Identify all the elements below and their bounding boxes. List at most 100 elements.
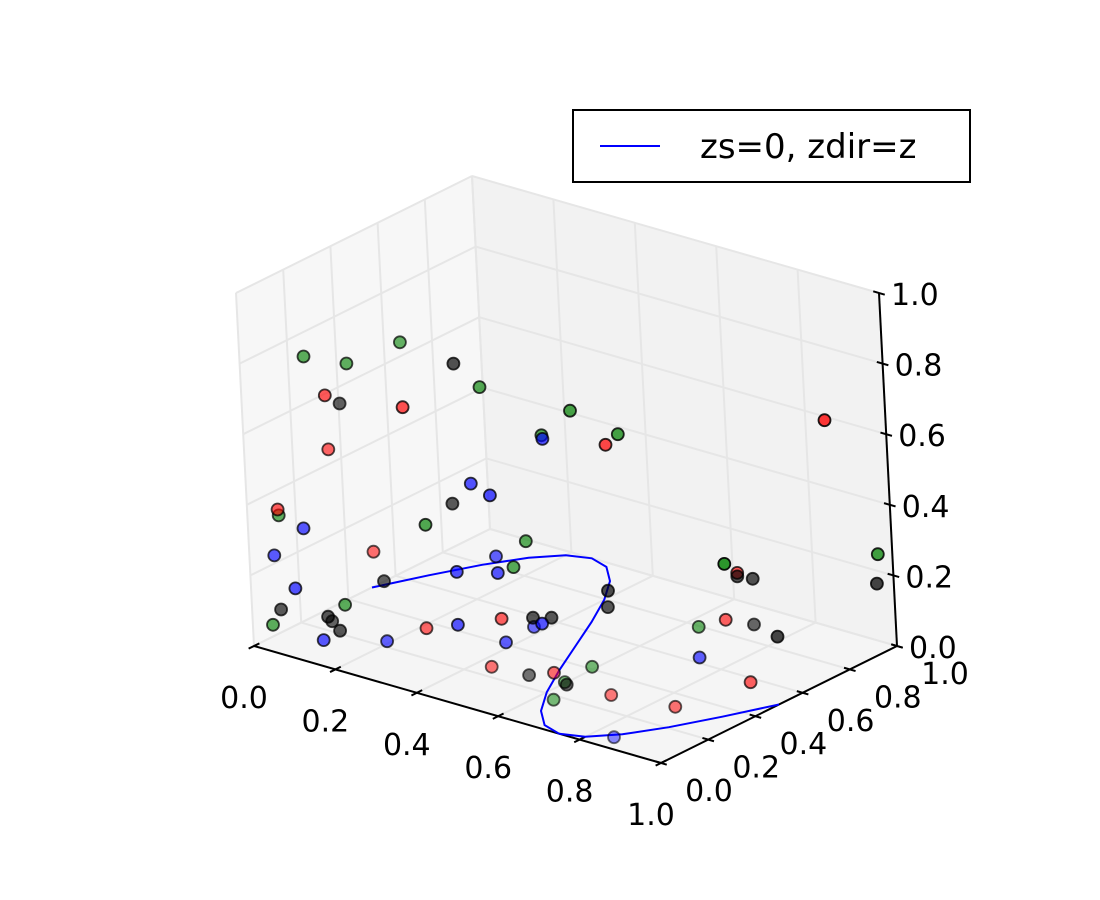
scatter-point-green — [339, 356, 354, 371]
z-axis-tick-label: 0.4 — [902, 490, 950, 525]
scatter-point-blue — [482, 488, 497, 503]
scatter-point-blue — [267, 548, 282, 563]
scatter-point-red — [718, 612, 733, 627]
floor-gridline-x — [416, 574, 654, 694]
x-axis-tick — [410, 689, 423, 697]
scatter-point-blue — [449, 565, 464, 579]
scatter-point-blue — [535, 616, 549, 631]
scatter-layer — [266, 335, 885, 745]
scatter-point-black — [321, 609, 336, 624]
x-axis-tick-label: 0.8 — [546, 775, 594, 810]
scatter-point-green — [506, 560, 521, 574]
tick-marks — [248, 290, 904, 767]
left-gridline-y — [235, 292, 255, 647]
floor-gridline-y — [489, 528, 898, 647]
z-axis-tick — [876, 360, 889, 367]
legend: zs=0, zdir=z — [572, 109, 971, 183]
scatter-point-red — [668, 699, 683, 714]
scatter-point-black — [601, 600, 615, 614]
floor-gridline-y — [395, 574, 803, 694]
y-axis-tick — [843, 666, 856, 673]
x-axis-tick-label: 0.6 — [464, 751, 512, 786]
y-axis-tick-label: 0.6 — [827, 704, 875, 739]
scatter-point-black — [377, 574, 391, 589]
left-gridline-z — [242, 316, 480, 436]
scatter-point-green — [546, 692, 561, 707]
z-axis-tick — [883, 502, 896, 508]
scatter-point-red — [484, 659, 499, 674]
back-gridline-x — [715, 246, 736, 600]
floor-gridline-y — [348, 598, 756, 718]
scatter-point-blue — [499, 635, 513, 650]
left-gridline-y — [376, 222, 397, 576]
back-gridline-x — [796, 269, 817, 623]
x-axis-tick-label: 0.0 — [220, 681, 268, 716]
scatter-point-green — [585, 659, 599, 674]
back-gridline-z — [482, 386, 891, 506]
z-axis-tick-label: 1.0 — [891, 278, 939, 313]
y-axis-tick-label: 0.8 — [874, 680, 922, 715]
scatter-point-black — [730, 569, 745, 584]
x-axis-tick — [573, 736, 586, 744]
y-axis-tick-label: 1.0 — [921, 657, 969, 692]
scatter-point-black — [274, 602, 289, 617]
scatter-point-red — [743, 675, 758, 690]
z-axis-tick — [887, 572, 900, 579]
z-axis-tick — [872, 290, 886, 296]
x-axis-tick-label: 1.0 — [627, 798, 675, 833]
scatter-point-green — [296, 349, 311, 364]
scatter-point-blue — [380, 634, 395, 649]
scatter-point-green — [610, 427, 625, 442]
y-axis-tick — [702, 736, 715, 743]
scatter-point-blue — [296, 521, 311, 536]
z-axis-tick-label: 0.0 — [909, 631, 957, 666]
left-gridline-z — [239, 245, 477, 365]
z-axis-tick-label: 0.8 — [895, 349, 943, 384]
legend-label: zs=0, zdir=z — [700, 127, 916, 167]
back-gridline-x — [633, 222, 654, 576]
scatter-point-blue — [450, 617, 465, 632]
scatter-point-green — [870, 547, 885, 562]
scatter-point-blue — [288, 581, 303, 596]
z-axis-tick-label: 0.2 — [905, 560, 953, 595]
left-gridline-y — [423, 199, 444, 553]
left-gridline-z — [246, 386, 484, 506]
back-gridline-z — [475, 245, 883, 365]
scatter-point-red — [321, 442, 336, 457]
y-axis-tick-label: 0.0 — [685, 774, 733, 809]
line-series-zs0 — [371, 554, 780, 738]
scatter-point-blue — [535, 431, 550, 446]
tick-labels: 0.00.20.40.60.81.00.00.20.40.60.81.00.00… — [220, 278, 969, 833]
y-axis-tick-label: 0.2 — [732, 751, 780, 786]
scatter-point-black — [445, 496, 460, 511]
scatter-point-red — [366, 544, 381, 559]
scatter-point-green — [691, 620, 706, 634]
x-axis-tick — [329, 665, 342, 673]
scatter-point-red — [317, 388, 332, 403]
scatter-point-red — [604, 688, 619, 702]
z-axis-tick — [890, 643, 904, 649]
back-gridline-z — [471, 175, 880, 294]
left-gridline-z — [249, 457, 487, 577]
scatter-point-blue — [490, 566, 505, 580]
scatter-point-blue — [489, 549, 503, 564]
back-gridline-z — [486, 457, 894, 577]
scatter-point-green — [266, 617, 280, 632]
scatter-point-black — [559, 677, 574, 692]
scatter-point-blue — [316, 633, 331, 647]
scatter-point-red — [395, 400, 410, 415]
scatter-point-red — [494, 611, 509, 626]
left-gridline-y — [329, 246, 350, 600]
scatter-point-black — [870, 576, 884, 591]
y-axis-tick — [796, 690, 809, 696]
scatter-point-black — [747, 617, 761, 632]
scatter-point-black — [446, 356, 461, 371]
scatter-point-blue — [463, 476, 478, 491]
scatter-point-green — [563, 403, 577, 418]
left-gridline-z — [235, 175, 473, 294]
left-gridline-y — [282, 269, 303, 623]
x-axis-line — [253, 645, 662, 764]
line-layer — [371, 554, 780, 738]
y-axis-tick — [749, 713, 762, 719]
